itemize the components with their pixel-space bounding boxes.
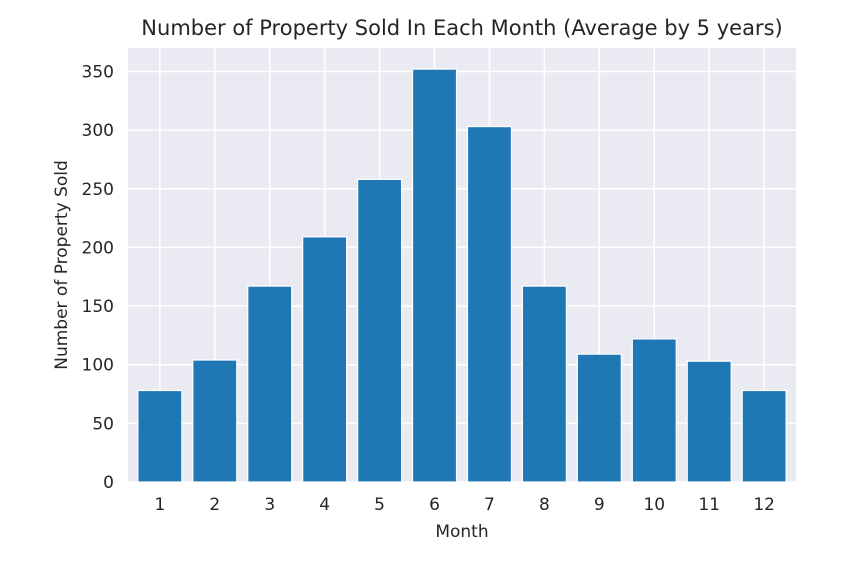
y-tick-label: 300 (82, 121, 114, 141)
bar-month-4 (302, 236, 348, 483)
x-tick-label: 8 (539, 495, 550, 515)
y-tick-label: 0 (103, 473, 114, 493)
y-tick-label: 250 (82, 180, 114, 200)
x-tick-label: 2 (209, 495, 220, 515)
x-tick-label: 1 (154, 495, 165, 515)
bar-month-1 (137, 389, 183, 483)
x-tick-label: 9 (594, 495, 605, 515)
x-tick-label: 6 (429, 495, 440, 515)
y-axis-ticks: 0 50 100 150 200 250 300 350 (82, 62, 114, 493)
bar-month-7 (466, 125, 513, 483)
x-tick-label: 12 (753, 495, 775, 515)
bars (137, 68, 787, 483)
x-axis-label: Month (435, 522, 488, 542)
plot-area (128, 48, 796, 482)
x-tick-label: 3 (264, 495, 275, 515)
bar-month-6 (411, 68, 458, 483)
bar-month-5 (357, 178, 403, 483)
x-tick-label: 4 (319, 495, 330, 515)
y-axis-label: Number of Property Sold (52, 160, 72, 370)
x-tick-label: 11 (698, 495, 720, 515)
x-tick-label: 7 (484, 495, 495, 515)
chart-title: Number of Property Sold In Each Month (A… (141, 16, 782, 40)
x-tick-label: 5 (374, 495, 385, 515)
y-tick-label: 50 (92, 414, 114, 434)
y-tick-label: 350 (82, 62, 114, 82)
bar-month-11 (686, 360, 732, 483)
y-tick-label: 150 (82, 297, 114, 317)
bar-month-10 (631, 338, 677, 483)
bar-month-12 (741, 389, 787, 483)
bar-month-2 (192, 359, 238, 483)
y-tick-label: 100 (82, 356, 114, 376)
x-axis-ticks: 1 2 3 4 5 6 7 8 9 10 11 12 (154, 495, 775, 515)
bar-month-9 (576, 353, 622, 483)
bar-month-8 (521, 285, 567, 483)
x-tick-label: 10 (643, 495, 665, 515)
y-tick-label: 200 (82, 238, 114, 258)
bar-month-3 (247, 285, 293, 483)
